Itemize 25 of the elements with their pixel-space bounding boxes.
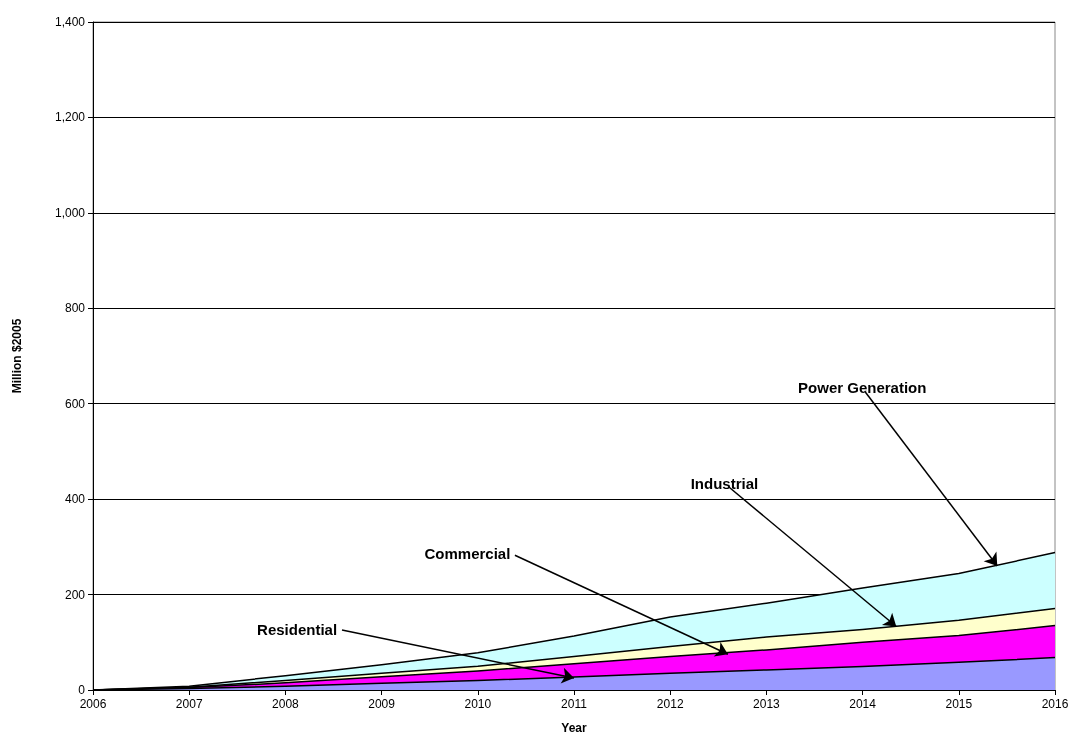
annotation: Commercial <box>424 544 511 562</box>
x-tick-label: 2011 <box>561 697 588 711</box>
annotation: Industrial <box>690 474 759 492</box>
x-tick-label: 2015 <box>945 697 973 711</box>
annotation: Power Generation <box>798 379 927 397</box>
x-axis-title: Year <box>561 721 588 735</box>
y-tick-label: 0 <box>78 683 86 697</box>
x-tick-label: 2006 <box>79 697 107 711</box>
x-tick-label: 2016 <box>1041 697 1069 711</box>
x-tick-label: 2013 <box>753 697 781 711</box>
y-tick-label: 1,400 <box>54 15 86 29</box>
x-tick-label: 2012 <box>656 697 684 711</box>
x-tick-label: 2010 <box>464 697 492 711</box>
y-tick-label: 1,000 <box>54 205 86 220</box>
y-tick-label: 800 <box>64 301 86 316</box>
y-tick-label: 400 <box>64 492 86 507</box>
y-axis-title: Million $2005 <box>10 318 24 394</box>
annotation: Residential <box>257 620 338 638</box>
y-tick-label: 1,200 <box>54 110 86 125</box>
x-tick-label: 2007 <box>175 697 203 711</box>
x-tick-label: 2009 <box>368 697 396 711</box>
y-tick-label: 200 <box>64 587 86 602</box>
x-tick-label: 2014 <box>849 697 877 711</box>
x-tick-label: 2008 <box>272 697 300 711</box>
y-tick-label: 600 <box>64 396 86 411</box>
